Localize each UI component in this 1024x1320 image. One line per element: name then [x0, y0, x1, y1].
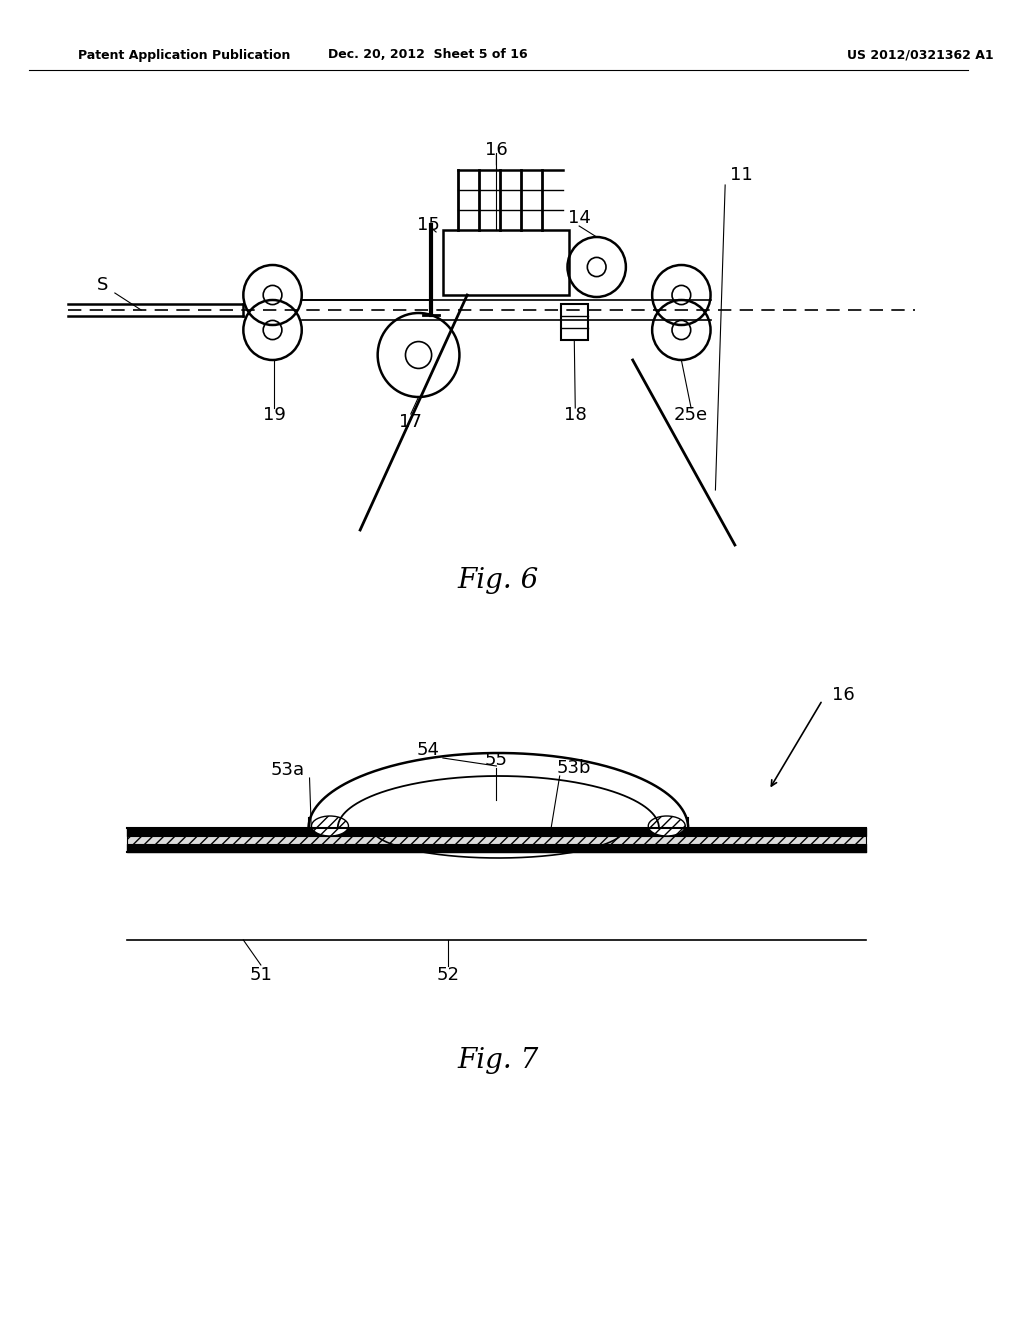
Text: 15: 15 [417, 216, 439, 234]
Text: 54: 54 [417, 741, 439, 759]
Text: 19: 19 [263, 407, 286, 424]
Text: 16: 16 [485, 141, 508, 158]
Bar [127, 836, 866, 843]
Text: 53b: 53b [557, 759, 592, 777]
Text: Fig. 7: Fig. 7 [458, 1047, 539, 1073]
Text: 52: 52 [436, 966, 459, 983]
Text: 55: 55 [485, 751, 508, 770]
Text: Patent Application Publication: Patent Application Publication [78, 49, 290, 62]
Ellipse shape [311, 816, 348, 836]
Text: Dec. 20, 2012  Sheet 5 of 16: Dec. 20, 2012 Sheet 5 of 16 [329, 49, 528, 62]
Text: 51: 51 [250, 966, 272, 983]
Text: 53a: 53a [270, 762, 304, 779]
Text: Fig. 6: Fig. 6 [458, 566, 539, 594]
Text: 16: 16 [833, 686, 855, 704]
Bar [443, 230, 569, 294]
Text: 18: 18 [564, 407, 587, 424]
Text: S: S [96, 276, 108, 294]
Text: 17: 17 [399, 413, 422, 432]
Text: US 2012/0321362 A1: US 2012/0321362 A1 [847, 49, 993, 62]
Ellipse shape [648, 816, 685, 836]
Text: 14: 14 [567, 209, 591, 227]
Text: 25e: 25e [674, 407, 709, 424]
Text: 11: 11 [730, 166, 753, 183]
Bar [561, 304, 588, 341]
